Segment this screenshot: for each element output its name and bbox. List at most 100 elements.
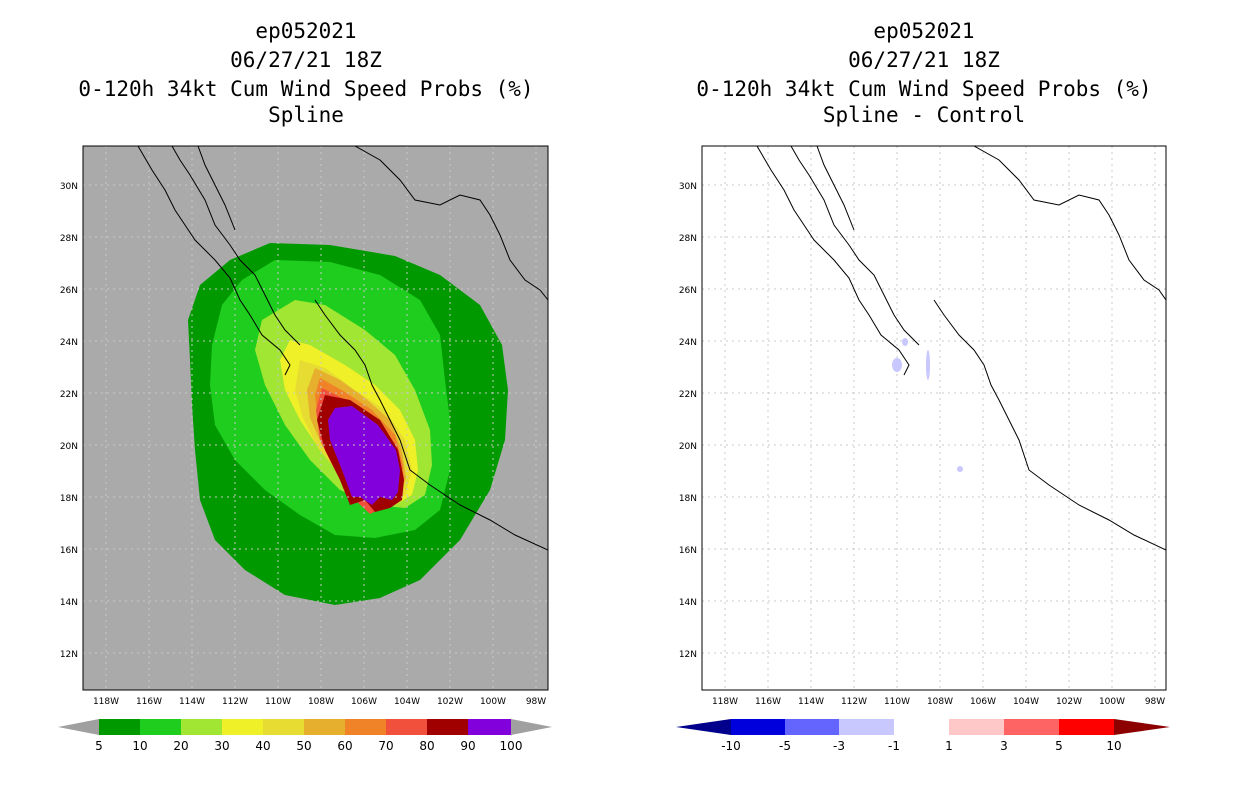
colorbar-label: -10 (721, 739, 741, 753)
difference-blob (902, 338, 908, 346)
lon-label: 98W (526, 697, 546, 707)
lon-labels-right: 118W 116W 114W 112W 110W 108W 106W 104W … (712, 697, 1165, 707)
lon-label: 100W (1099, 697, 1125, 707)
colorbar-label: 30 (214, 739, 229, 753)
map-frame-right (701, 145, 1167, 691)
subtitle: Spline (268, 103, 344, 127)
lon-label: 104W (1013, 697, 1039, 707)
colorbar-swatch (222, 719, 263, 735)
colorbar-label: 10 (132, 739, 147, 753)
colorbar-left: 5 10 20 30 40 50 60 70 80 90 100 (58, 719, 552, 753)
colorbar-swatch (949, 719, 1004, 735)
colorbar-low-end (676, 719, 731, 735)
difference-blob (892, 358, 902, 372)
lat-label: 16N (679, 546, 697, 556)
lon-label: 112W (841, 697, 867, 707)
lon-label: 106W (970, 697, 996, 707)
lon-label: 100W (480, 697, 506, 707)
lon-label: 102W (437, 697, 463, 707)
colorbar-right: -10 -5 -3 -1 1 3 5 10 (676, 719, 1170, 753)
left-panel-title: ep052021 06/27/21 18Z 0-120h 34kt Cum Wi… (26, 18, 586, 131)
colorbar-swatch (345, 719, 386, 735)
colorbar-label: 3 (1000, 739, 1008, 753)
lat-label: 26N (679, 286, 697, 296)
colorbar-label: 90 (460, 739, 475, 753)
storm-id: ep052021 (873, 19, 975, 43)
lat-label: 30N (60, 182, 78, 192)
colorbar-label: 40 (255, 739, 270, 753)
product-title: 0-120h 34kt Cum Wind Speed Probs (%) (78, 77, 534, 101)
colorbar-high-end (1114, 719, 1170, 735)
colorbar-swatch (304, 719, 345, 735)
lon-labels-left: 118W 116W 114W 112W 110W 108W 106W 104W … (93, 697, 546, 707)
lon-label: 116W (136, 697, 162, 707)
colorbar-swatch (894, 719, 949, 735)
lon-label: 108W (927, 697, 953, 707)
colorbar-label: 1 (945, 739, 953, 753)
lon-label: 104W (394, 697, 420, 707)
colorbar-swatch (427, 719, 468, 735)
colorbar-label: 5 (1055, 739, 1063, 753)
lat-label: 12N (679, 650, 697, 660)
colorbar-swatch (839, 719, 894, 735)
difference-blob (957, 466, 963, 472)
lat-label: 22N (60, 390, 78, 400)
lat-label: 28N (679, 234, 697, 244)
colorbar-label: -1 (888, 739, 900, 753)
difference-blobs (892, 338, 963, 472)
lat-label: 26N (60, 286, 78, 296)
product-title: 0-120h 34kt Cum Wind Speed Probs (%) (696, 77, 1152, 101)
lon-label: 106W (351, 697, 377, 707)
lat-label: 16N (60, 546, 78, 556)
datetime: 06/27/21 18Z (848, 48, 1000, 72)
colorbar-swatch (785, 719, 839, 735)
lat-label: 24N (679, 338, 697, 348)
lon-label: 114W (798, 697, 824, 707)
lon-label: 112W (222, 697, 248, 707)
gridlines-right (702, 146, 1166, 690)
colorbar-label: 10 (1106, 739, 1121, 753)
colorbar-label: -3 (833, 739, 845, 753)
map-background-right (702, 146, 1166, 690)
contour-90 (328, 406, 400, 505)
lon-label: 116W (755, 697, 781, 707)
lat-labels-right: 30N 28N 26N 24N 22N 20N 18N 16N 14N 12N (679, 182, 697, 660)
lon-label: 118W (712, 697, 738, 707)
colorbar-label: 70 (378, 739, 393, 753)
colorbar-swatch (181, 719, 222, 735)
colorbar-label: 5 (95, 739, 103, 753)
datetime: 06/27/21 18Z (230, 48, 382, 72)
lat-label: 24N (60, 338, 78, 348)
colorbar-label: -5 (779, 739, 791, 753)
colorbar-swatch (386, 719, 427, 735)
colorbar-label: 80 (419, 739, 434, 753)
colorbar-label: 100 (500, 739, 523, 753)
difference-blob (926, 350, 930, 380)
lat-label: 22N (679, 390, 697, 400)
colorbar-swatch (1004, 719, 1059, 735)
colorbar-high-end (511, 719, 552, 735)
lat-label: 28N (60, 234, 78, 244)
lat-label: 18N (679, 494, 697, 504)
probability-contours (188, 243, 508, 605)
map-frame-left (82, 145, 549, 691)
lat-label: 12N (60, 650, 78, 660)
lat-label: 18N (60, 494, 78, 504)
lat-label: 14N (60, 598, 78, 608)
gridlines-left (83, 146, 548, 690)
colorbar-swatch (1059, 719, 1114, 735)
lon-label: 108W (308, 697, 334, 707)
colorbar-swatch (99, 719, 140, 735)
colorbar-low-end (58, 719, 99, 735)
lat-label: 20N (679, 442, 697, 452)
colorbar-swatch (468, 719, 511, 735)
lon-label: 114W (179, 697, 205, 707)
colorbar-swatch (263, 719, 304, 735)
lon-label: 110W (884, 697, 910, 707)
colorbar-swatch (140, 719, 181, 735)
lat-labels-left: 30N 28N 26N 24N 22N 20N 18N 16N 14N 12N (60, 182, 78, 660)
coastline-right (756, 146, 1166, 551)
lon-label: 98W (1145, 697, 1165, 707)
